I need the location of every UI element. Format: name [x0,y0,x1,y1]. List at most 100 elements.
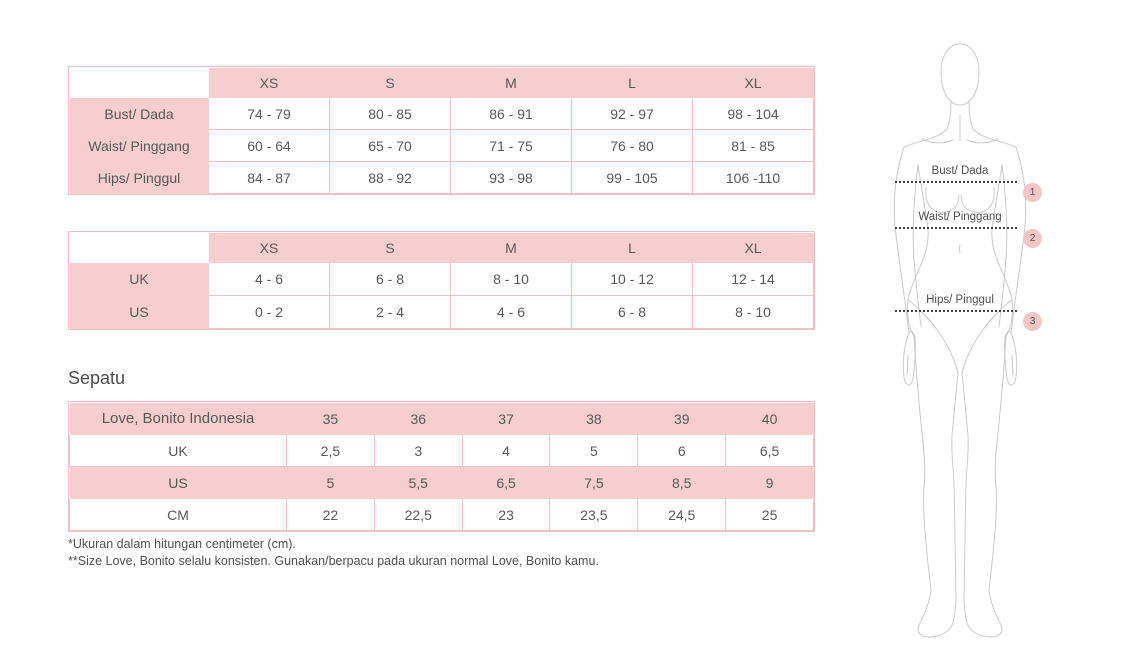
column-header: S [329,67,451,98]
table-row: Waist/ Pinggang 60 - 64 65 - 70 71 - 75 … [69,129,814,162]
footnote-1: *Ukuran dalam hitungan centimeter (cm). [68,537,296,551]
cell: 60 - 64 [208,129,330,162]
cell: 86 - 91 [450,97,572,130]
column-header: 35 [286,402,375,435]
size-conversion-table: XS S M L XL UK 4 - 6 6 - 8 8 - 10 10 - 1… [68,231,815,330]
corner-cell [69,67,209,98]
cell: 5 [286,466,375,499]
column-header: 36 [374,402,463,435]
table-row: US 0 - 2 2 - 4 4 - 6 6 - 8 8 - 10 [69,295,814,329]
cell: 10 - 12 [571,262,693,296]
marker-badge-1: 1 [1023,183,1042,202]
body-outline [893,43,1027,638]
table-row: Bust/ Dada 74 - 79 80 - 85 86 - 91 92 - … [69,97,814,130]
cell: 6 - 8 [571,295,693,329]
shoe-section-title: Sepatu [68,368,126,388]
cell: 99 - 105 [571,161,693,194]
cell: 23 [461,498,551,531]
body-figure-illustration [893,43,1027,638]
cell: 7,5 [549,466,638,499]
corner-cell [69,232,209,263]
cell: 22 [286,498,375,531]
row-label: UK [69,434,287,467]
table-row: US 5 5,5 6,5 7,5 8,5 9 [69,466,814,499]
column-header: 39 [637,402,726,435]
cell: 4 - 6 [450,295,572,329]
cell: 71 - 75 [450,129,572,162]
row-label: UK [69,262,209,296]
cell: 6,5 [725,434,814,467]
cell: 8 - 10 [692,295,814,329]
column-header: L [571,232,693,263]
cell: 12 - 14 [692,262,814,296]
cell: 9 [725,466,814,499]
marker-badge-2: 2 [1023,229,1042,248]
column-header: 40 [725,402,814,435]
cell: 93 - 98 [450,161,572,194]
hips-label: Hips/ Pinggul [926,294,994,306]
bust-measurement-line [895,181,1017,183]
header-row: XS S M L XL [69,67,814,98]
cell: 106 -110 [692,161,814,194]
brand-header: Love, Bonito Indonesia [69,402,287,435]
body-measurement-table: XS S M L XL Bust/ Dada 74 - 79 80 - 85 8… [68,66,815,195]
cell: 6 [637,434,727,467]
cell: 8,5 [637,466,726,499]
cell: 76 - 80 [571,129,693,162]
cell: 23,5 [549,498,639,531]
hips-measurement-line [895,310,1017,312]
cell: 3 [373,434,463,467]
row-label: US [69,295,209,329]
footnote-2: **Size Love, Bonito selalu konsisten. Gu… [68,554,599,568]
row-label: Bust/ Dada [69,97,209,130]
column-header: XS [208,232,330,263]
bust-label: Bust/ Dada [931,165,989,177]
shoe-size-table: Love, Bonito Indonesia 35 36 37 38 39 40… [68,401,815,532]
waist-measurement-line [895,227,1017,229]
cell: 5,5 [374,466,463,499]
cell: 2,5 [286,434,375,467]
waist-label: Waist/ Pinggang [918,211,1002,223]
cell: 22,5 [373,498,463,531]
cell: 92 - 97 [571,97,693,130]
cell: 4 - 6 [208,262,330,296]
cell: 65 - 70 [329,129,451,162]
cell: 5 [549,434,639,467]
measurement-figure: Bust/ Dada 1 Waist/ Pinggang 2 Hips/ Pin… [858,15,1093,660]
table-row: UK 4 - 6 6 - 8 8 - 10 10 - 12 12 - 14 [69,262,814,296]
cell: 2 - 4 [329,295,451,329]
cell: 84 - 87 [208,161,330,194]
cell: 24,5 [637,498,727,531]
row-label: Hips/ Pinggul [69,161,209,194]
column-header: M [450,232,572,263]
row-label: US [69,466,287,499]
cell: 88 - 92 [329,161,451,194]
column-header: 38 [549,402,638,435]
row-label: Waist/ Pinggang [69,129,209,162]
cell: 98 - 104 [692,97,814,130]
footnotes: *Ukuran dalam hitungan centimeter (cm). … [68,536,599,570]
cell: 4 [461,434,551,467]
table-row: UK 2,5 3 4 5 6 6,5 [69,434,814,467]
table-row: Hips/ Pinggul 84 - 87 88 - 92 93 - 98 99… [69,161,814,194]
header-row: XS S M L XL [69,232,814,263]
cell: 6,5 [462,466,550,499]
header-row: Love, Bonito Indonesia 35 36 37 38 39 40 [69,402,814,435]
marker-badge-3: 3 [1023,312,1042,331]
table-row: CM 22 22,5 23 23,5 24,5 25 [69,498,814,531]
cell: 80 - 85 [329,97,451,130]
column-header: L [571,67,693,98]
column-header: S [329,232,451,263]
cell: 25 [725,498,814,531]
column-header: XS [208,67,330,98]
column-header: XL [692,67,814,98]
cell: 0 - 2 [208,295,330,329]
column-header: M [450,67,572,98]
cell: 8 - 10 [450,262,572,296]
cell: 81 - 85 [692,129,814,162]
column-header: 37 [462,402,550,435]
cell: 6 - 8 [329,262,451,296]
cell: 74 - 79 [208,97,330,130]
row-label: CM [69,498,287,531]
